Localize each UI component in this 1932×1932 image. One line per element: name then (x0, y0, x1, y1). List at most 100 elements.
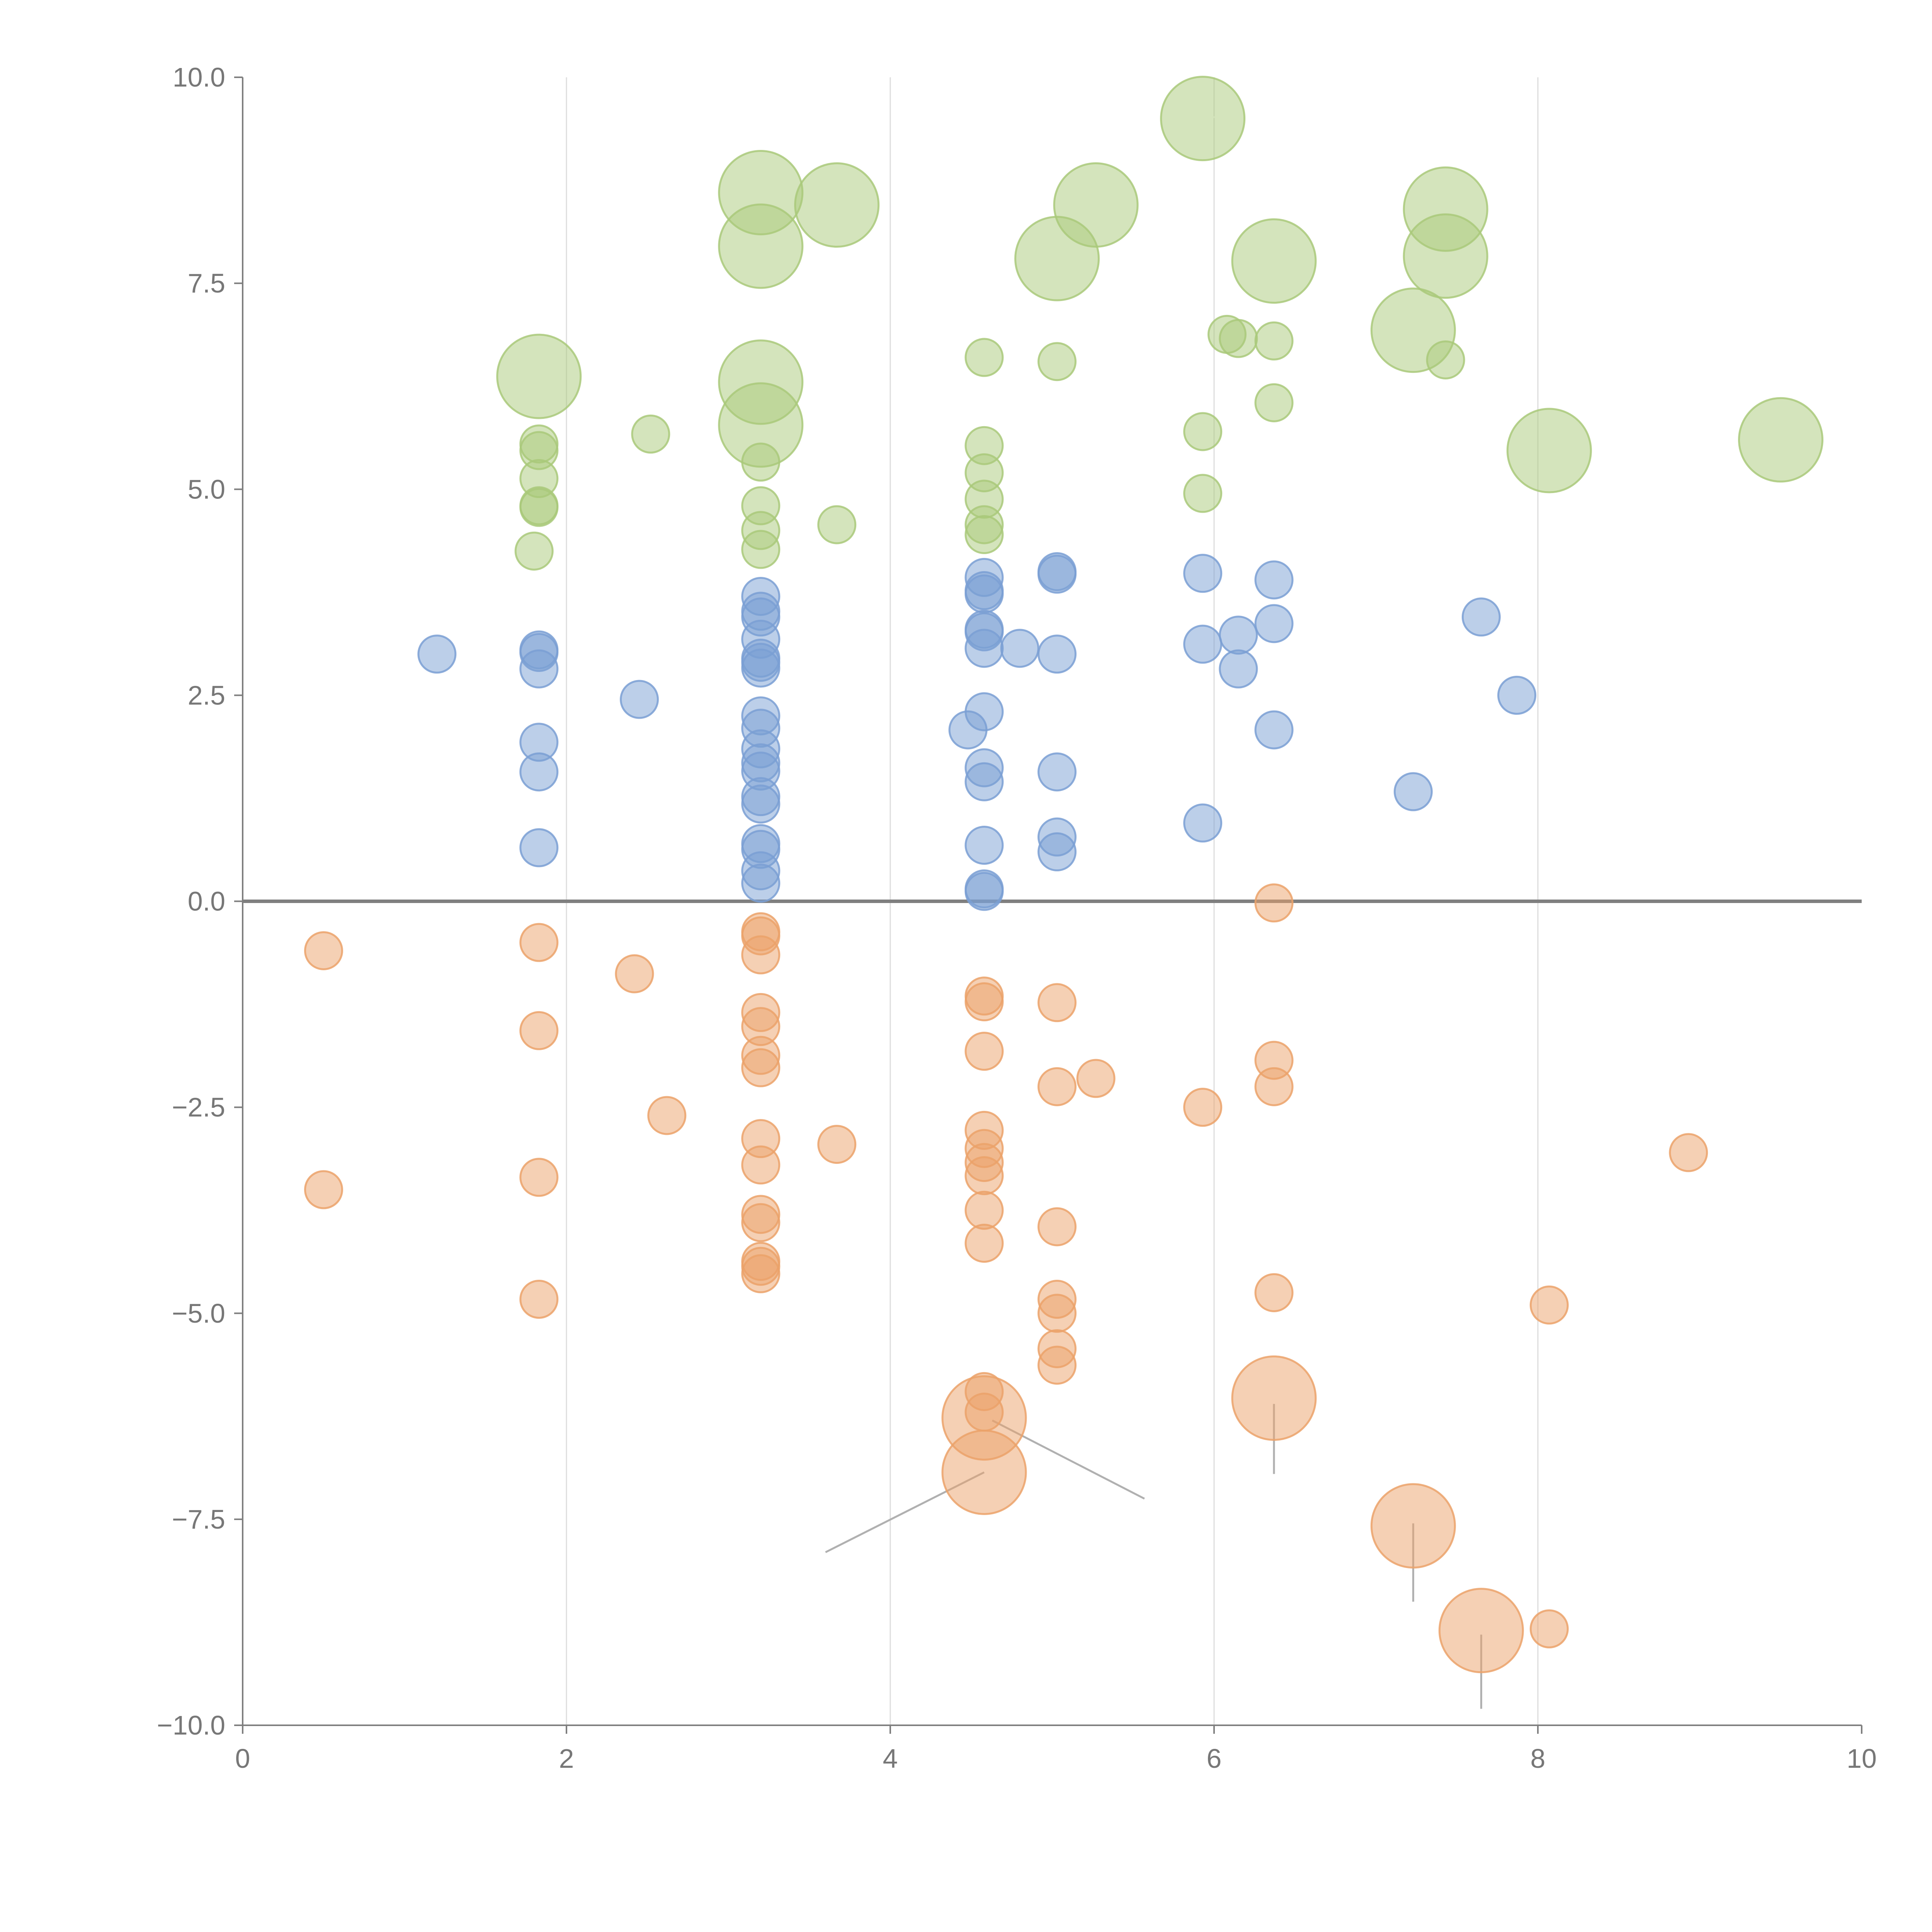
orange-point (741, 1254, 781, 1293)
orange-point (1037, 1345, 1077, 1385)
blue-point (964, 762, 1004, 801)
blue-point (1183, 624, 1223, 664)
x-tick-label: 0 (235, 1743, 250, 1774)
blue-point (741, 648, 781, 688)
blue-point (1183, 803, 1223, 843)
orange-point (941, 1429, 1027, 1515)
green-point (1738, 397, 1823, 483)
orange-point (519, 1011, 559, 1050)
orange-point (1037, 1207, 1077, 1247)
blue-point (741, 784, 781, 824)
orange-point (964, 1156, 1004, 1196)
blue-point (948, 710, 988, 750)
orange-point (1076, 1059, 1116, 1098)
x-tick-label: 8 (1531, 1743, 1546, 1774)
orange-point (519, 1279, 559, 1319)
green-point (1014, 216, 1100, 301)
orange-point (964, 1223, 1004, 1263)
orange-point (964, 982, 1004, 1022)
blue-point (1219, 616, 1258, 655)
orange-point (647, 1096, 687, 1135)
blue-point (964, 872, 1004, 911)
green-point (741, 530, 781, 569)
orange-point (741, 935, 781, 975)
green-point (496, 333, 582, 419)
blue-point (1497, 675, 1537, 715)
blue-point (1461, 597, 1501, 637)
blue-point (1000, 629, 1039, 668)
green-point (1403, 213, 1488, 299)
annotation-layer (538, 113, 1782, 1709)
orange-point (1529, 1285, 1569, 1325)
orange-point (519, 1158, 559, 1197)
orange-point (1669, 1133, 1708, 1172)
x-tick-label: 6 (1207, 1743, 1222, 1774)
blue-point (964, 629, 1004, 668)
orange-point (817, 1125, 857, 1164)
blue-point (519, 752, 559, 792)
orange-point (1037, 1294, 1077, 1333)
green-point (794, 162, 880, 248)
blue-point (519, 649, 559, 689)
blue-point (1393, 772, 1433, 811)
blue-point (1254, 710, 1294, 750)
green-point (514, 531, 554, 571)
points-layer (304, 76, 1823, 1673)
orange-point (1254, 1273, 1294, 1312)
x-tick-label: 4 (883, 1743, 898, 1774)
orange-point (1037, 983, 1077, 1022)
blue-point (1254, 604, 1294, 643)
orange-point (741, 1048, 781, 1087)
green-point (741, 442, 781, 482)
orange-point (519, 923, 559, 962)
green-point (1254, 383, 1294, 422)
y-tick-label: −7.5 (172, 1504, 225, 1534)
blue-point (964, 825, 1004, 865)
orange-point (304, 1170, 343, 1209)
y-tick-label: −5.0 (172, 1298, 225, 1328)
orange-point (1370, 1483, 1456, 1569)
green-point (718, 203, 804, 289)
green-point (1254, 321, 1294, 361)
x-tick-label: 10 (1847, 1743, 1877, 1774)
orange-point (304, 931, 343, 970)
orange-point (1438, 1588, 1524, 1673)
blue-point (1037, 634, 1077, 674)
y-tick-label: −2.5 (172, 1092, 225, 1122)
orange-point (1254, 883, 1294, 923)
blue-point (964, 574, 1004, 614)
y-tick-label: 10.0 (173, 62, 225, 92)
orange-point (741, 1145, 781, 1185)
blue-point (1254, 560, 1294, 600)
orange-point (1254, 1067, 1294, 1106)
orange-point (1183, 1088, 1223, 1127)
orange-point (1529, 1609, 1569, 1648)
blue-point (741, 864, 781, 903)
orange-point (1037, 1067, 1077, 1106)
orange-point (741, 1203, 781, 1242)
blue-point (1219, 649, 1258, 689)
green-point (1506, 408, 1592, 493)
y-tick-label: 5.0 (188, 474, 225, 504)
x-tick-label: 2 (559, 1743, 574, 1774)
blue-point (1037, 554, 1077, 594)
y-tick-label: 7.5 (188, 268, 225, 298)
green-point (1183, 412, 1223, 451)
green-point (1231, 218, 1317, 304)
green-point (1183, 474, 1223, 513)
y-tick-label: 2.5 (188, 680, 225, 710)
orange-point (615, 954, 654, 993)
axis-layer: 0 2 4 6 8 10 10.0 7.5 5.0 2.5 0.0 −2.5 −5.0 −7.5 −10.0 (157, 62, 1877, 1774)
blue-point (620, 680, 659, 719)
blue-point (519, 828, 559, 867)
green-point (817, 505, 857, 544)
orange-point (1231, 1355, 1317, 1441)
blue-point (1183, 554, 1223, 593)
blue-point (417, 634, 457, 674)
orange-point (964, 1032, 1004, 1071)
green-point (631, 414, 670, 454)
orange-point (964, 1190, 1004, 1230)
green-point (1160, 76, 1246, 162)
